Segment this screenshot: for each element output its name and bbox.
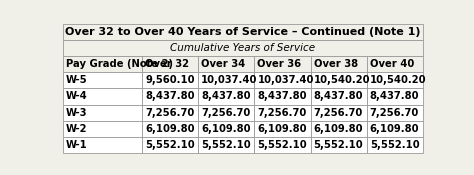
Bar	[310, 121, 367, 137]
Bar	[198, 121, 255, 137]
Text: 8,437.80: 8,437.80	[201, 92, 251, 102]
Bar	[63, 121, 142, 137]
Bar	[142, 72, 198, 88]
Bar	[142, 137, 198, 153]
Bar	[310, 137, 367, 153]
Text: 8,437.80: 8,437.80	[145, 92, 194, 102]
Bar	[198, 137, 255, 153]
Text: W-2: W-2	[66, 124, 87, 134]
Bar	[310, 88, 367, 104]
Bar	[63, 24, 423, 40]
Bar	[367, 137, 423, 153]
Bar	[63, 40, 423, 56]
Bar	[367, 104, 423, 121]
Bar	[142, 104, 198, 121]
Bar	[367, 56, 423, 72]
Bar	[198, 104, 255, 121]
Bar	[310, 72, 367, 88]
Bar	[367, 88, 423, 104]
Text: W-5: W-5	[66, 75, 88, 85]
Bar	[63, 104, 142, 121]
Text: Over 36: Over 36	[257, 59, 301, 69]
Text: Over 38: Over 38	[313, 59, 358, 69]
Text: 7,256.70: 7,256.70	[201, 108, 250, 118]
Text: Over 32: Over 32	[145, 59, 189, 69]
Text: 10,037.40: 10,037.40	[201, 75, 257, 85]
Bar	[310, 56, 367, 72]
Text: W-1: W-1	[66, 140, 88, 150]
Text: 7,256.70: 7,256.70	[370, 108, 419, 118]
Bar	[142, 56, 198, 72]
Bar	[63, 88, 142, 104]
Text: 6,109.80: 6,109.80	[145, 124, 194, 134]
Text: 6,109.80: 6,109.80	[370, 124, 419, 134]
Text: 8,437.80: 8,437.80	[370, 92, 419, 102]
Text: 6,109.80: 6,109.80	[257, 124, 307, 134]
Bar	[255, 56, 310, 72]
Text: 8,437.80: 8,437.80	[257, 92, 307, 102]
Text: 8,437.80: 8,437.80	[313, 92, 363, 102]
Text: Over 34: Over 34	[201, 59, 246, 69]
Text: 5,552.10: 5,552.10	[145, 140, 195, 150]
Text: W-4: W-4	[66, 92, 88, 102]
Bar	[255, 104, 310, 121]
Text: 5,552.10: 5,552.10	[370, 140, 419, 150]
Bar	[63, 72, 142, 88]
Text: 6,109.80: 6,109.80	[313, 124, 363, 134]
Bar	[198, 56, 255, 72]
Text: 9,560.10: 9,560.10	[145, 75, 194, 85]
Bar	[367, 121, 423, 137]
Text: 5,552.10: 5,552.10	[201, 140, 251, 150]
Text: 7,256.70: 7,256.70	[313, 108, 363, 118]
Text: 10,037.40: 10,037.40	[257, 75, 314, 85]
Bar	[255, 137, 310, 153]
Text: 6,109.80: 6,109.80	[201, 124, 251, 134]
Bar	[142, 88, 198, 104]
Bar	[142, 121, 198, 137]
Text: 5,552.10: 5,552.10	[257, 140, 307, 150]
Text: 5,552.10: 5,552.10	[313, 140, 363, 150]
Text: W-3: W-3	[66, 108, 87, 118]
Text: 10,540.20: 10,540.20	[313, 75, 370, 85]
Bar	[255, 72, 310, 88]
Text: Over 40: Over 40	[370, 59, 414, 69]
Bar	[198, 88, 255, 104]
Text: Pay Grade (Note 2): Pay Grade (Note 2)	[66, 59, 173, 69]
Bar	[63, 137, 142, 153]
Bar	[255, 88, 310, 104]
Text: 10,540.20: 10,540.20	[370, 75, 426, 85]
Bar	[63, 56, 142, 72]
Bar	[198, 72, 255, 88]
Bar	[310, 104, 367, 121]
Text: Cumulative Years of Service: Cumulative Years of Service	[170, 43, 316, 53]
Text: 7,256.70: 7,256.70	[257, 108, 307, 118]
Bar	[367, 72, 423, 88]
Bar	[255, 121, 310, 137]
Text: 7,256.70: 7,256.70	[145, 108, 194, 118]
Text: Over 32 to Over 40 Years of Service – Continued (Note 1): Over 32 to Over 40 Years of Service – Co…	[65, 27, 421, 37]
